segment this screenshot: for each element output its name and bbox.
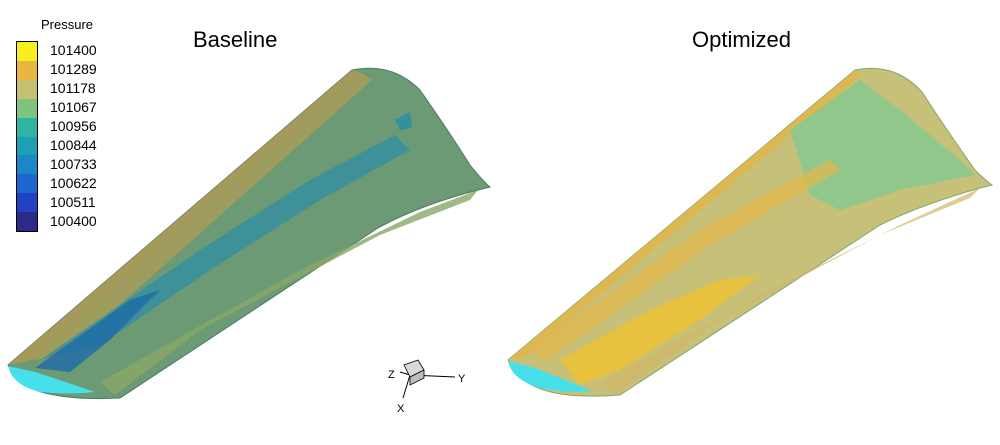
legend-swatch (17, 79, 37, 99)
legend-value-label: 100622 (50, 174, 97, 191)
legend-value-label: 100400 (50, 212, 97, 229)
optimized-wing (507, 67, 994, 397)
legend-swatch (17, 155, 37, 175)
baseline-patch (395, 112, 412, 130)
legend-value-label: 101289 (50, 61, 97, 78)
baseline-tip-cap (8, 366, 95, 394)
legend-swatch (17, 60, 37, 80)
z-axis-label: Z (388, 369, 395, 381)
legend-swatch (17, 193, 37, 213)
optimized-leading-edge-band (508, 70, 862, 360)
baseline-wing (7, 67, 492, 400)
optimized-orange-strip (530, 160, 840, 362)
legend-value-label: 101067 (50, 99, 97, 116)
optimized-trailing-band (600, 188, 980, 395)
legend-title: Pressure (41, 17, 94, 32)
optimized-high-pressure-region (560, 275, 760, 385)
baseline-title: Baseline (193, 27, 278, 52)
legend-value-label: 100844 (50, 136, 97, 153)
optimized-title: Optimized (692, 27, 792, 52)
legend-value-label: 100733 (50, 155, 97, 172)
legend-swatch (17, 117, 37, 137)
optimized-tip-cap (508, 361, 592, 392)
optimized-green-region (790, 80, 975, 210)
x-axis-label: X (397, 403, 405, 415)
baseline-leading-edge-band (8, 70, 360, 365)
legend-swatch (17, 98, 37, 118)
optimized-wing-surface (507, 67, 994, 397)
baseline-deep-low-pressure (35, 290, 160, 372)
legend-swatch (17, 42, 37, 61)
y-axis-label: Y (458, 373, 466, 385)
legend-value-label: 100511 (50, 193, 96, 210)
legend-swatch (17, 136, 37, 156)
baseline-upper-band (30, 72, 372, 360)
legend-value-label: 101400 (50, 42, 97, 59)
legend-swatch (17, 174, 37, 194)
axis-triad: Y Z X (388, 359, 466, 415)
legend-value-label: 100956 (50, 118, 97, 135)
legend-swatch (17, 212, 37, 232)
baseline-trailing-band (100, 190, 478, 395)
legend-colorbar (16, 41, 38, 232)
legend-value-label: 101178 (50, 80, 96, 97)
